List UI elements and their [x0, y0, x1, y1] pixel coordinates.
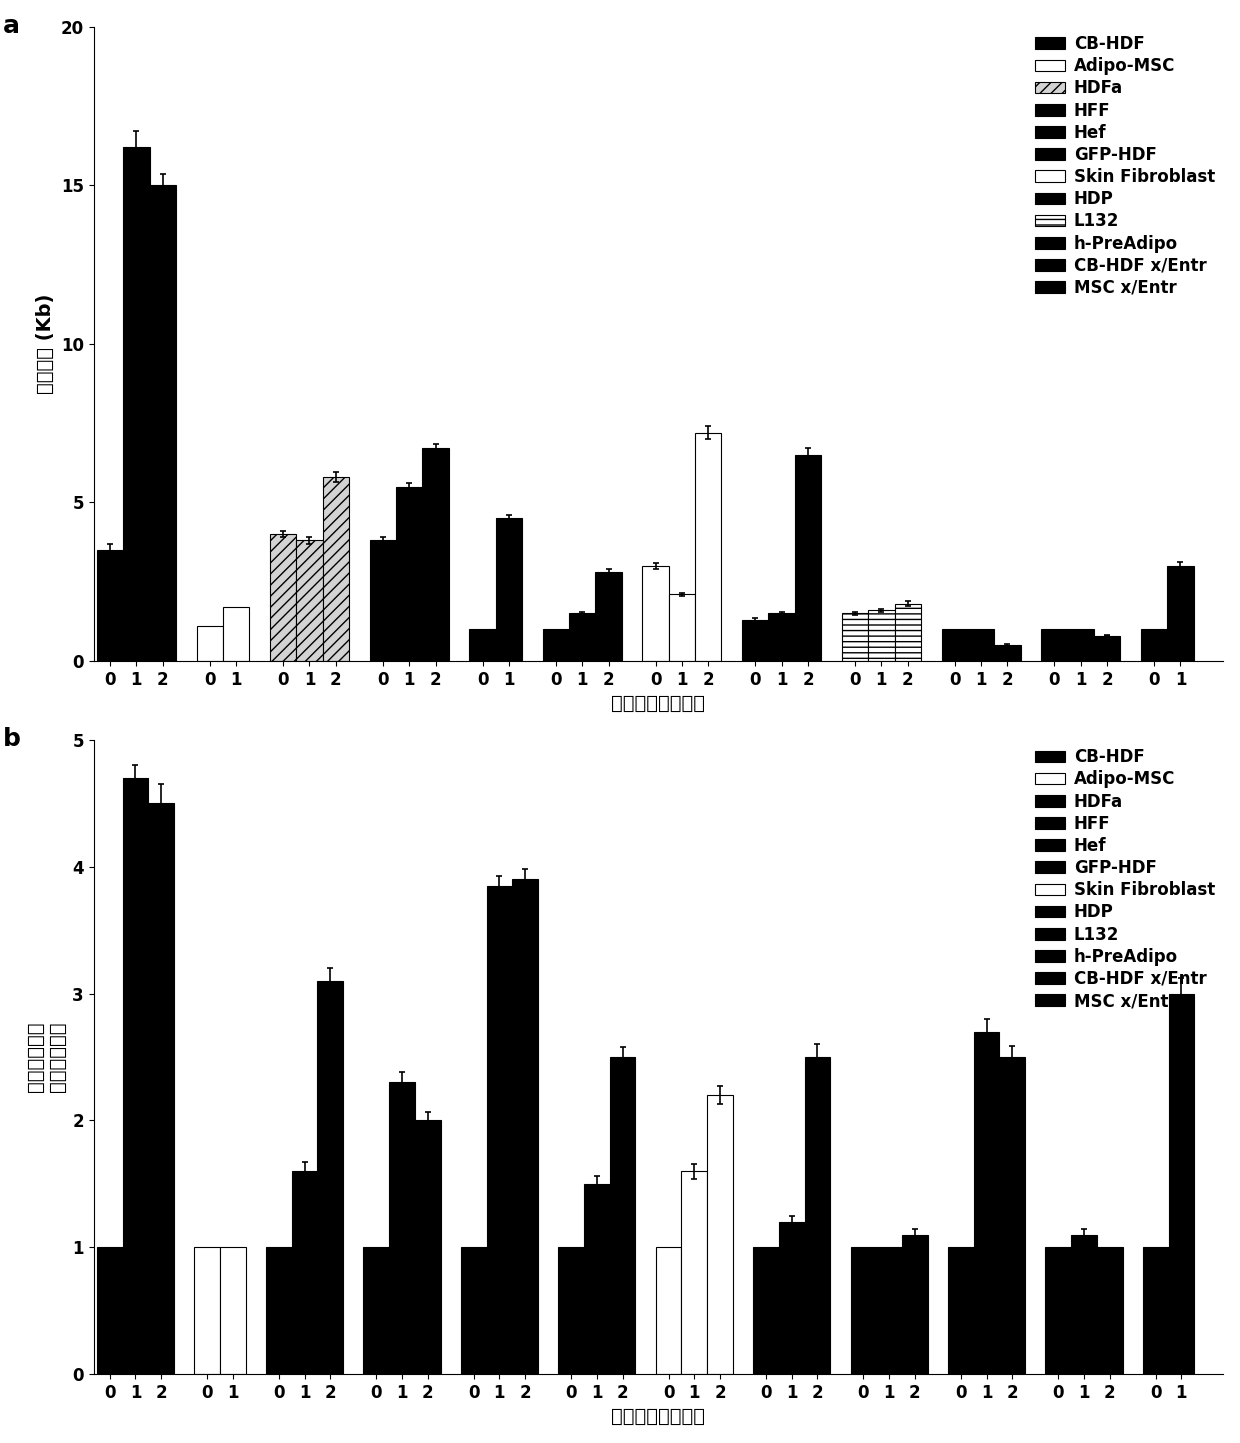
- Bar: [901, 1235, 928, 1374]
- Bar: [496, 518, 522, 661]
- Bar: [1071, 1235, 1097, 1374]
- Bar: [868, 610, 894, 661]
- Bar: [973, 1032, 999, 1374]
- Bar: [894, 603, 921, 661]
- Bar: [668, 595, 696, 661]
- Bar: [1097, 1247, 1122, 1374]
- Bar: [569, 613, 595, 661]
- Bar: [994, 645, 1021, 661]
- Bar: [795, 455, 821, 661]
- Bar: [423, 449, 449, 661]
- Bar: [291, 1172, 317, 1374]
- Bar: [779, 1222, 805, 1374]
- Y-axis label: 相对端粒长度
（倍数变化）: 相对端粒长度 （倍数变化）: [26, 1022, 67, 1092]
- Bar: [941, 629, 968, 661]
- Bar: [396, 486, 423, 661]
- Bar: [123, 147, 150, 661]
- Bar: [769, 613, 795, 661]
- Bar: [486, 886, 512, 1374]
- Bar: [1168, 994, 1194, 1374]
- Bar: [265, 1247, 291, 1374]
- Bar: [805, 1056, 831, 1374]
- Bar: [149, 804, 174, 1374]
- Bar: [317, 981, 343, 1374]
- Text: a: a: [4, 14, 20, 38]
- Text: b: b: [4, 727, 21, 752]
- Bar: [707, 1095, 733, 1374]
- Bar: [877, 1247, 901, 1374]
- Bar: [753, 1247, 779, 1374]
- Bar: [97, 1247, 123, 1374]
- Bar: [150, 185, 176, 661]
- Bar: [1068, 629, 1094, 661]
- Bar: [296, 541, 322, 661]
- Bar: [322, 478, 348, 661]
- Bar: [595, 571, 621, 661]
- Bar: [415, 1120, 440, 1374]
- Bar: [1094, 635, 1120, 661]
- Bar: [543, 629, 569, 661]
- Legend: CB-HDF, Adipo-MSC, HDFa, HFF, Hef, GFP-HDF, Skin Fibroblast, HDP, L132, h-PreAdi: CB-HDF, Adipo-MSC, HDFa, HFF, Hef, GFP-H…: [1029, 742, 1221, 1017]
- Bar: [370, 541, 396, 661]
- Bar: [610, 1056, 635, 1374]
- Bar: [195, 1247, 219, 1374]
- Bar: [851, 1247, 877, 1374]
- Bar: [1167, 566, 1194, 661]
- Bar: [947, 1247, 973, 1374]
- Bar: [743, 619, 769, 661]
- Bar: [558, 1247, 584, 1374]
- Bar: [270, 534, 296, 661]
- Bar: [1042, 629, 1068, 661]
- Y-axis label: 端粒长度 (Kb): 端粒长度 (Kb): [36, 293, 55, 394]
- X-axis label: 培养时间（天数）: 培养时间（天数）: [611, 1407, 706, 1426]
- Bar: [97, 550, 123, 661]
- Bar: [1143, 1247, 1168, 1374]
- Bar: [656, 1247, 682, 1374]
- Bar: [968, 629, 994, 661]
- Bar: [512, 879, 538, 1374]
- Legend: CB-HDF, Adipo-MSC, HDFa, HFF, Hef, GFP-HDF, Skin Fibroblast, HDP, L132, h-PreAdi: CB-HDF, Adipo-MSC, HDFa, HFF, Hef, GFP-H…: [1029, 29, 1221, 303]
- Bar: [999, 1056, 1025, 1374]
- Bar: [696, 433, 722, 661]
- X-axis label: 培养时间（天数）: 培养时间（天数）: [611, 694, 706, 713]
- Bar: [470, 629, 496, 661]
- Bar: [461, 1247, 486, 1374]
- Bar: [219, 1247, 246, 1374]
- Bar: [642, 566, 668, 661]
- Bar: [363, 1247, 389, 1374]
- Bar: [842, 613, 868, 661]
- Bar: [584, 1183, 610, 1374]
- Bar: [123, 778, 149, 1374]
- Bar: [197, 626, 223, 661]
- Bar: [223, 608, 249, 661]
- Bar: [682, 1172, 707, 1374]
- Bar: [1045, 1247, 1071, 1374]
- Bar: [1141, 629, 1167, 661]
- Bar: [389, 1082, 415, 1374]
